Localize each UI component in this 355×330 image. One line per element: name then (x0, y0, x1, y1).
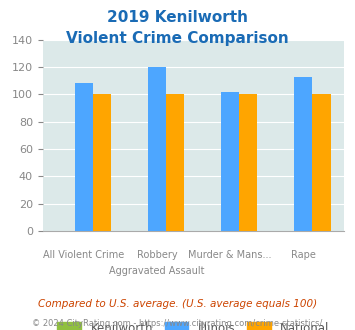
Text: All Violent Crime: All Violent Crime (43, 250, 124, 260)
Bar (294, 77, 312, 231)
Bar (166, 94, 184, 231)
Legend: Kenilworth, Illinois, National: Kenilworth, Illinois, National (53, 317, 334, 330)
Bar (148, 67, 166, 231)
Bar (221, 91, 239, 231)
Bar (239, 94, 257, 231)
Text: Murder & Mans...: Murder & Mans... (188, 250, 272, 260)
Text: © 2024 CityRating.com - https://www.cityrating.com/crime-statistics/: © 2024 CityRating.com - https://www.city… (32, 319, 323, 328)
Text: Aggravated Assault: Aggravated Assault (109, 266, 204, 276)
Text: Compared to U.S. average. (U.S. average equals 100): Compared to U.S. average. (U.S. average … (38, 299, 317, 309)
Text: Rape: Rape (291, 250, 316, 260)
Bar (312, 94, 331, 231)
Bar (75, 83, 93, 231)
Text: Violent Crime Comparison: Violent Crime Comparison (66, 31, 289, 46)
Text: Robbery: Robbery (137, 250, 177, 260)
Text: 2019 Kenilworth: 2019 Kenilworth (107, 10, 248, 25)
Bar (93, 94, 111, 231)
